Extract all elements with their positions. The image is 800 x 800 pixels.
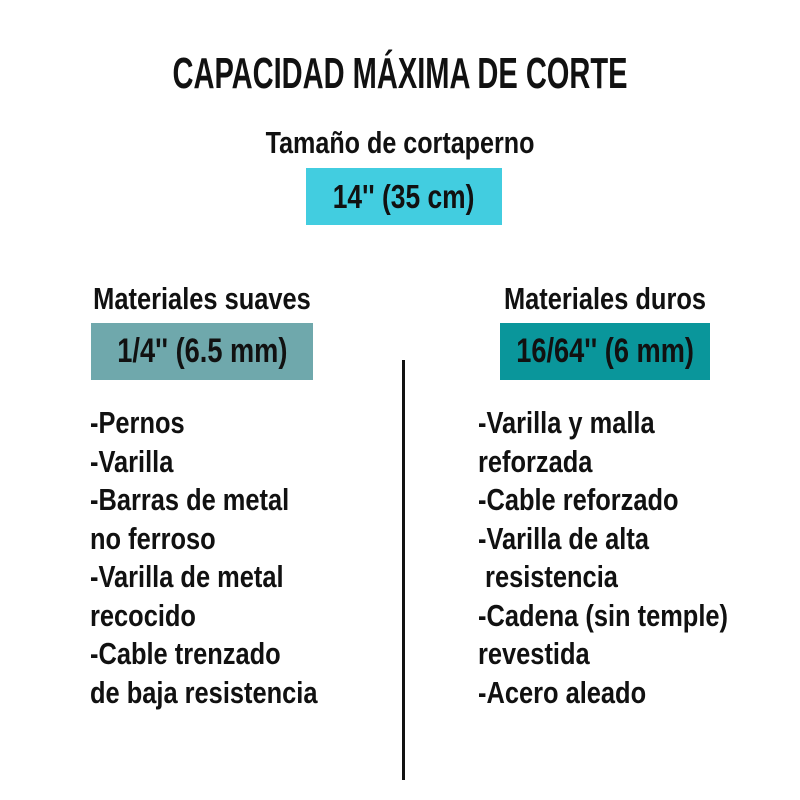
list-line: resistencia — [478, 559, 618, 594]
list-line: -Cable trenzado — [90, 636, 281, 671]
list-line: -Varilla de metal — [90, 559, 284, 594]
list-line: -Cadena (sin temple) — [478, 597, 729, 633]
list-line: no ferroso — [90, 520, 216, 556]
hard-materials-column: Materiales duros 16/64'' (6 mm) — [455, 283, 755, 380]
soft-capacity-badge: 1/4'' (6.5 mm) — [91, 323, 313, 380]
column-divider-line — [402, 360, 405, 780]
list-line: recocido — [90, 597, 196, 633]
list-line: -Pernos — [90, 405, 185, 440]
soft-materials-column: Materiales suaves 1/4'' (6.5 mm) — [52, 283, 352, 380]
hard-materials-heading: Materiales duros — [503, 281, 707, 316]
list-line: reforzada — [478, 443, 593, 479]
hard-materials-list: -Varilla y malla reforzada -Cable reforz… — [478, 404, 783, 712]
list-line: -Varilla — [90, 443, 174, 479]
list-line: -Cable reforzado — [478, 482, 679, 517]
list-line: -Varilla y malla — [478, 405, 655, 440]
cutter-size-heading: Tamaño de cortaperno — [265, 125, 535, 160]
page-title: CAPACIDAD MÁXIMA DE CORTE — [172, 49, 628, 98]
soft-materials-heading: Materiales suaves — [93, 281, 311, 316]
soft-capacity-value: 1/4'' (6.5 mm) — [116, 332, 288, 370]
list-line: -Barras de metal — [90, 482, 290, 517]
soft-materials-list: -Pernos -Varilla -Barras de metal no fer… — [90, 404, 367, 712]
list-line: -Acero aleado — [478, 674, 647, 710]
hard-capacity-badge: 16/64'' (6 mm) — [500, 323, 710, 380]
list-line: -Varilla de alta — [478, 520, 649, 556]
cutter-size-badge: 14'' (35 cm) — [306, 168, 502, 225]
hard-capacity-value: 16/64'' (6 mm) — [516, 332, 694, 370]
list-line: revestida — [478, 636, 590, 671]
cutter-size-value: 14'' (35 cm) — [333, 177, 475, 215]
list-line: de baja resistencia — [90, 674, 318, 710]
